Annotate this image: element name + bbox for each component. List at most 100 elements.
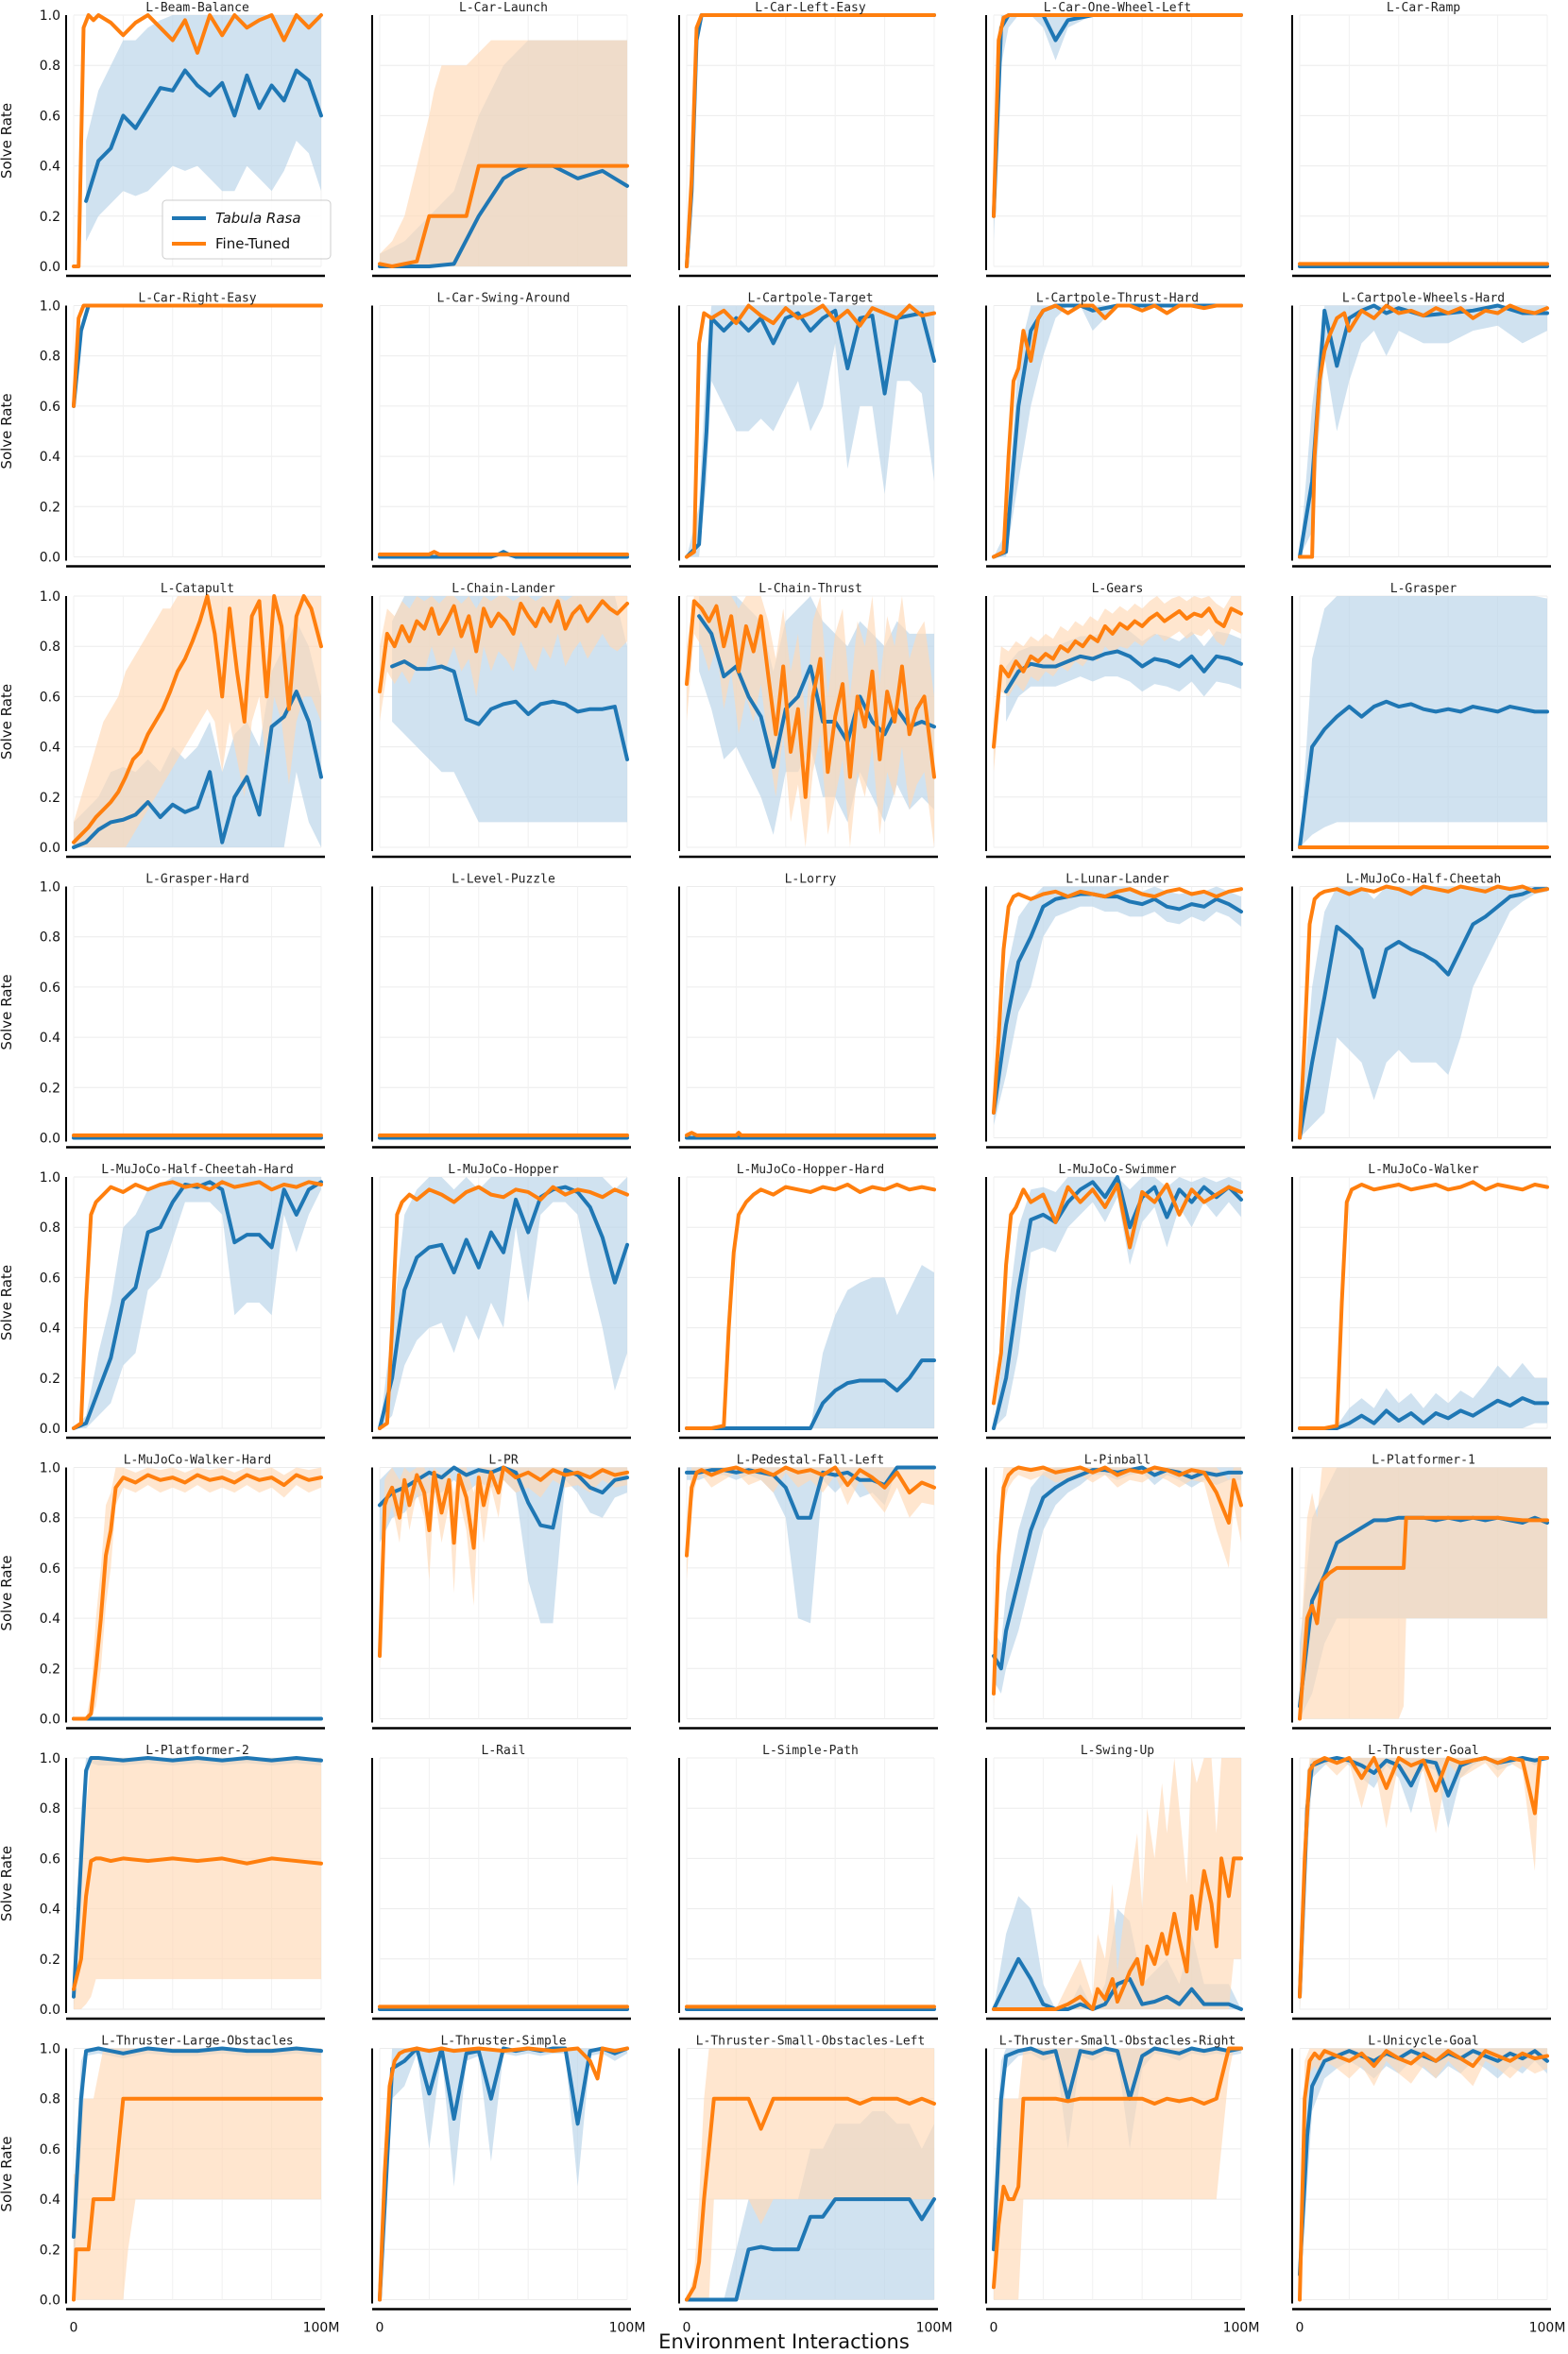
series-line-fine-tuned (992, 1465, 1243, 1696)
series-line-fine-tuned (72, 594, 323, 844)
series-line-fine-tuned (1298, 1515, 1549, 1721)
y-tick-label: 0.0 (40, 2003, 60, 2018)
band-tabula-rasa (86, 15, 321, 242)
panel-l-mujoco-hopper-hard: L-MuJoCo-Hopper-Hard (678, 1163, 938, 1440)
panel-l-cartpole-wheels-hard: L-Cartpole-Wheels-Hard (1291, 292, 1551, 568)
band-fine-tuned (74, 1758, 321, 2009)
series-line-tabula-rasa (992, 892, 1243, 1115)
y-axis-label: Solve Rate (0, 684, 15, 759)
panel-title: L-PR (488, 1454, 518, 1468)
series-line-tabula-rasa (1004, 649, 1243, 694)
panel-l-mujoco-hopper: L-MuJoCo-Hopper (371, 1163, 631, 1440)
series-line-fine-tuned (992, 303, 1243, 559)
series-line-tabula-rasa (378, 2046, 629, 2302)
y-tick-label: 0.4 (40, 1322, 60, 1337)
panel-title: L-Lorry (785, 873, 837, 887)
panel-l-thruster-small-obstacles-left: L-Thruster-Small-Obstacles-Left 0 100M (678, 2035, 952, 2336)
panel-l-catapult: L-Catapult 0.0 0.2 0.4 0.6 0.8 1.0 Solve Rate (0, 582, 325, 859)
band-tabula-rasa (1300, 1362, 1547, 1428)
panel-title: L-Platformer-1 (1372, 1454, 1475, 1468)
y-tick-label: 0.0 (40, 1713, 60, 1728)
panel-title: L-Car-Launch (459, 1, 548, 15)
panel-l-platformer-2: L-Platformer-2 0.0 0.2 0.4 0.6 0.8 1.0 Solve Ra… (0, 1744, 325, 2021)
series-line-fine-tuned (378, 1465, 629, 1658)
panel-l-thruster-large-obstacles: L-Thruster-Large-Obstacles 0.0 0.2 0.4 0.6 0.… (0, 2035, 339, 2336)
panel-title: L-MuJoCo-Hopper (448, 1163, 559, 1177)
panel-title: L-Car-One-Wheel-Left (1044, 1, 1192, 15)
panel-l-lunar-lander: L-Lunar-Lander (985, 873, 1245, 1149)
panel-title: L-Thruster-Small-Obstacles-Right (999, 2035, 1236, 2049)
y-tick-label: 0.0 (40, 1422, 60, 1437)
x-tick-label: 0 (990, 2321, 998, 2336)
y-tick-label: 1.0 (40, 1170, 60, 1186)
series-line-fine-tuned (1298, 1756, 1549, 1999)
panel-l-thruster-small-obstacles-right: L-Thruster-Small-Obstacles-Right 0 100M (985, 2035, 1259, 2336)
series-line-fine-tuned (1298, 884, 1549, 1140)
series-line-fine-tuned (378, 550, 629, 556)
panel-l-thruster-simple: L-Thruster-Simple 0 100M (371, 2035, 645, 2336)
series-line-tabula-rasa (390, 659, 629, 761)
series-line-tabula-rasa (1298, 887, 1549, 1140)
panel-l-level-puzzle: L-Level-Puzzle (371, 873, 631, 1149)
band-tabula-rasa (687, 305, 934, 557)
panel-title: L-MuJoCo-Walker (1368, 1163, 1479, 1177)
panel-title: L-Pedestal-Fall-Left (737, 1454, 885, 1468)
series-line-fine-tuned (72, 13, 323, 268)
y-tick-label: 0.2 (40, 1953, 60, 1968)
y-tick-label: 0.4 (40, 741, 60, 756)
panel-title: L-MuJoCo-Walker-Hard (124, 1454, 272, 1468)
legend: Tabula Rasa Fine-Tuned (162, 199, 332, 260)
y-tick-label: 0.8 (40, 350, 60, 365)
y-axis-label: Solve Rate (0, 1555, 15, 1630)
panel-title: L-MuJoCo-Swimmer (1058, 1163, 1176, 1177)
panel-l-mujoco-walker-hard: L-MuJoCo-Walker-Hard 0.0 0.2 0.4 0.6 0.8 1.0 So… (0, 1454, 325, 1730)
band-tabula-rasa (1300, 596, 1547, 847)
series-line-tabula-rasa (72, 690, 323, 849)
band-fine-tuned (687, 2048, 934, 2300)
y-tick-label: 0.2 (40, 500, 60, 515)
y-tick-label: 0.0 (40, 551, 60, 566)
series-line-fine-tuned (992, 2046, 1243, 2290)
band-fine-tuned (1300, 1758, 1547, 2009)
panel-title: L-Lunar-Lander (1065, 873, 1169, 887)
series-line-tabula-rasa (84, 68, 323, 203)
panel-l-car-ramp: L-Car-Ramp (1291, 1, 1551, 278)
panel-title: L-Swing-Up (1081, 1744, 1154, 1758)
y-tick-label: 0.8 (40, 2092, 60, 2107)
band-tabula-rasa (994, 1896, 1241, 2009)
series-line-tabula-rasa (378, 163, 629, 268)
y-tick-label: 0.8 (40, 1511, 60, 1527)
y-tick-label: 1.0 (40, 880, 60, 896)
series-line-tabula-rasa (72, 2046, 323, 2239)
panel-l-grasper-hard: L-Grasper-Hard 0.0 0.2 0.4 0.6 0.8 1.0 Solve Ra… (0, 873, 325, 1149)
y-tick-label: 0.4 (40, 1902, 60, 1918)
panel-title: L-Catapult (161, 582, 234, 596)
panel-title: L-Cartpole-Thrust-Hard (1036, 292, 1199, 306)
panel-l-grasper: L-Grasper (1291, 582, 1551, 859)
y-tick-label: 0.8 (40, 1801, 60, 1817)
series-line-fine-tuned (1298, 303, 1549, 559)
panel-title: L-Level-Puzzle (452, 873, 555, 887)
series-line-fine-tuned (685, 1131, 936, 1137)
panel-l-beam-balance: L-Beam-Balance 0.0 0.2 0.4 0.6 0.8 1.0 Solve Ra… (0, 1, 325, 278)
panel-l-chain-thrust: L-Chain-Thrust (678, 582, 938, 859)
band-tabula-rasa (1300, 305, 1547, 557)
y-tick-label: 0.2 (40, 210, 60, 225)
y-tick-label: 0.6 (40, 2142, 60, 2158)
band-tabula-rasa (994, 15, 1241, 242)
panel-title: L-Thruster-Large-Obstacles (101, 2035, 294, 2049)
band-tabula-rasa (994, 305, 1241, 557)
y-axis-label: Solve Rate (0, 974, 15, 1049)
panel-title: L-Thruster-Small-Obstacles-Left (696, 2035, 926, 2049)
band-fine-tuned (1300, 2048, 1547, 2300)
panel-l-mujoco-half-cheetah-hard: L-MuJoCo-Half-Cheetah-Hard 0.0 0.2 0.4 0.6 0.… (0, 1163, 325, 1440)
band-tabula-rasa (380, 2048, 627, 2300)
panel-l-car-launch: L-Car-Launch (371, 1, 631, 278)
panel-l-car-swing-around: L-Car-Swing-Around (371, 292, 631, 568)
series-line-fine-tuned (992, 1182, 1243, 1406)
panel-l-mujoco-swimmer: L-MuJoCo-Swimmer (985, 1163, 1245, 1440)
legend-label-tabula-rasa: Tabula Rasa (215, 210, 301, 227)
panel-title: L-Car-Swing-Around (437, 292, 571, 306)
